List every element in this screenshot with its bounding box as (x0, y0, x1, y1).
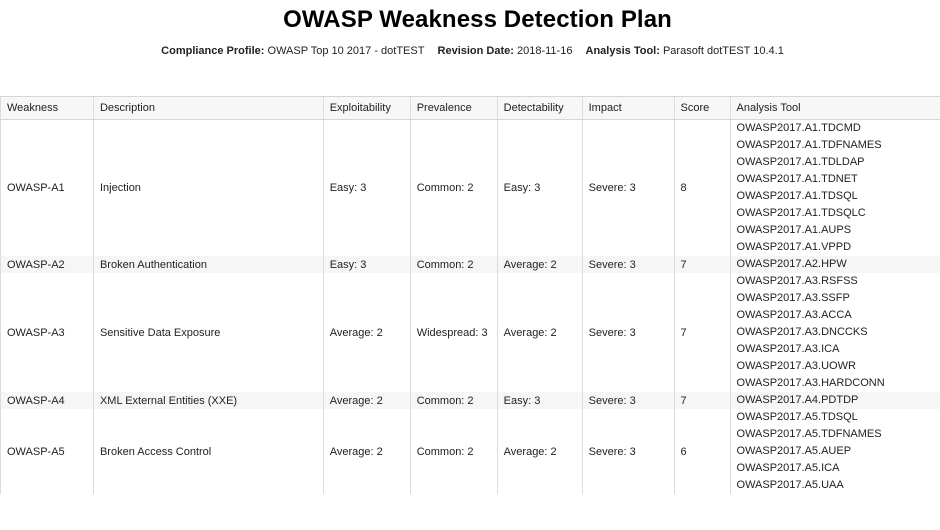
cell-analysis-tool: OWASP2017.A1.TDCMD OWASP2017.A1.TDFNAMES… (729, 119, 940, 256)
column-header-prevalence: Prevalence (409, 96, 498, 120)
tool-rule: OWASP2017.A1.TDNET (736, 173, 858, 185)
cell-description: Broken Access Control (92, 409, 324, 494)
cell-analysis-tool: OWASP2017.A3.RSFSS OWASP2017.A3.SSFP OWA… (729, 273, 940, 392)
column-header-score: Score (673, 96, 731, 120)
tool-rule: OWASP2017.A2.HPW (736, 258, 847, 270)
tool-rule: OWASP2017.A1.TDSQLC (736, 207, 866, 219)
tool-rule: OWASP2017.A1.TDLDAP (736, 156, 865, 168)
cell-description: Broken Authentication (92, 256, 324, 273)
column-header-impact: Impact (581, 96, 675, 120)
cell-exploitability: Easy: 3 (322, 256, 411, 273)
compliance-profile-label: Compliance Profile: (161, 45, 265, 57)
cell-exploitability: Average: 2 (322, 273, 411, 392)
tool-rule: OWASP2017.A4.PDTDP (736, 394, 859, 406)
cell-score: 7 (673, 256, 731, 273)
cell-weakness: OWASP-A2 (0, 256, 94, 273)
tool-rule: OWASP2017.A3.ICA (736, 343, 840, 355)
tool-rule: OWASP2017.A5.ICA (736, 462, 840, 474)
cell-score: 8 (673, 119, 731, 256)
cell-impact: Severe: 3 (581, 273, 675, 392)
revision-date-value: 2018-11-16 (517, 45, 573, 57)
table-row: OWASP-A5 Broken Access Control Average: … (0, 409, 940, 494)
tool-rule: OWASP2017.A1.VPPD (736, 241, 852, 253)
table-row: OWASP-A3 Sensitive Data Exposure Average… (0, 273, 940, 392)
tool-rule: OWASP2017.A3.RSFSS (736, 275, 858, 287)
cell-detectability: Average: 2 (496, 409, 583, 494)
cell-prevalence: Common: 2 (409, 392, 498, 409)
tool-rule: OWASP2017.A3.HARDCONN (736, 377, 885, 389)
tool-rule: OWASP2017.A3.DNCCKS (736, 326, 868, 338)
weakness-table: Weakness Description Exploitability Prev… (0, 96, 940, 494)
cell-exploitability: Easy: 3 (322, 119, 411, 256)
column-header-detectability: Detectability (496, 96, 583, 120)
cell-score: 7 (673, 392, 731, 409)
cell-detectability: Average: 2 (496, 273, 583, 392)
column-header-exploitability: Exploitability (322, 96, 411, 120)
cell-weakness: OWASP-A1 (0, 119, 94, 256)
cell-prevalence: Common: 2 (409, 119, 498, 256)
compliance-profile-value: OWASP Top 10 2017 - dotTEST (267, 45, 425, 57)
table-body: OWASP-A1 Injection Easy: 3 Common: 2 Eas… (0, 119, 940, 494)
cell-prevalence: Common: 2 (409, 409, 498, 494)
tool-rule: OWASP2017.A3.ACCA (736, 309, 852, 321)
cell-description: Sensitive Data Exposure (92, 273, 324, 392)
cell-description: Injection (92, 119, 324, 256)
column-header-description: Description (92, 96, 324, 120)
cell-exploitability: Average: 2 (322, 409, 411, 494)
table-row: OWASP-A2 Broken Authentication Easy: 3 C… (0, 256, 940, 273)
tool-rule: OWASP2017.A3.SSFP (736, 292, 850, 304)
tool-rule: OWASP2017.A1.TDCMD (736, 122, 861, 134)
tool-rule: OWASP2017.A5.UAA (736, 479, 844, 491)
table-row: OWASP-A1 Injection Easy: 3 Common: 2 Eas… (0, 119, 940, 256)
cell-impact: Severe: 3 (581, 119, 675, 256)
cell-analysis-tool: OWASP2017.A4.PDTDP (729, 392, 940, 409)
cell-detectability: Easy: 3 (496, 119, 583, 256)
table-header-row: Weakness Description Exploitability Prev… (0, 96, 940, 120)
tool-rule: OWASP2017.A5.TDSQL (736, 411, 858, 423)
revision-date-label: Revision Date: (437, 45, 514, 57)
tool-rule: OWASP2017.A1.AUPS (736, 224, 852, 236)
page-title: OWASP Weakness Detection Plan (283, 6, 672, 33)
analysis-tool-value: Parasoft dotTEST 10.4.1 (662, 45, 784, 57)
column-header-analysis-tool: Analysis Tool (729, 96, 940, 120)
cell-prevalence: Widespread: 3 (409, 273, 498, 392)
column-header-weakness: Weakness (0, 96, 94, 120)
tool-rule: OWASP2017.A3.UOWR (736, 360, 856, 372)
tool-rule: OWASP2017.A5.TDFNAMES (736, 428, 882, 440)
tool-rule: OWASP2017.A5.AUEP (736, 445, 852, 457)
cell-weakness: OWASP-A3 (0, 273, 94, 392)
tool-rule: OWASP2017.A1.TDSQL (736, 190, 858, 202)
cell-description: XML External Entities (XXE) (92, 392, 324, 409)
cell-score: 6 (673, 409, 731, 494)
cell-impact: Severe: 3 (581, 392, 675, 409)
report-meta: Compliance Profile: OWASP Top 10 2017 - … (0, 45, 940, 57)
cell-impact: Severe: 3 (581, 409, 675, 494)
cell-weakness: OWASP-A4 (0, 392, 94, 409)
analysis-tool-label: Analysis Tool: (585, 45, 660, 57)
table-row: OWASP-A4 XML External Entities (XXE) Ave… (0, 392, 940, 409)
cell-analysis-tool: OWASP2017.A5.TDSQL OWASP2017.A5.TDFNAMES… (729, 409, 940, 494)
cell-detectability: Average: 2 (496, 256, 583, 273)
tool-rule: OWASP2017.A1.TDFNAMES (736, 139, 882, 151)
cell-analysis-tool: OWASP2017.A2.HPW (729, 256, 940, 273)
cell-detectability: Easy: 3 (496, 392, 583, 409)
cell-prevalence: Common: 2 (409, 256, 498, 273)
cell-score: 7 (673, 273, 731, 392)
cell-exploitability: Average: 2 (322, 392, 411, 409)
cell-weakness: OWASP-A5 (0, 409, 94, 494)
cell-impact: Severe: 3 (581, 256, 675, 273)
